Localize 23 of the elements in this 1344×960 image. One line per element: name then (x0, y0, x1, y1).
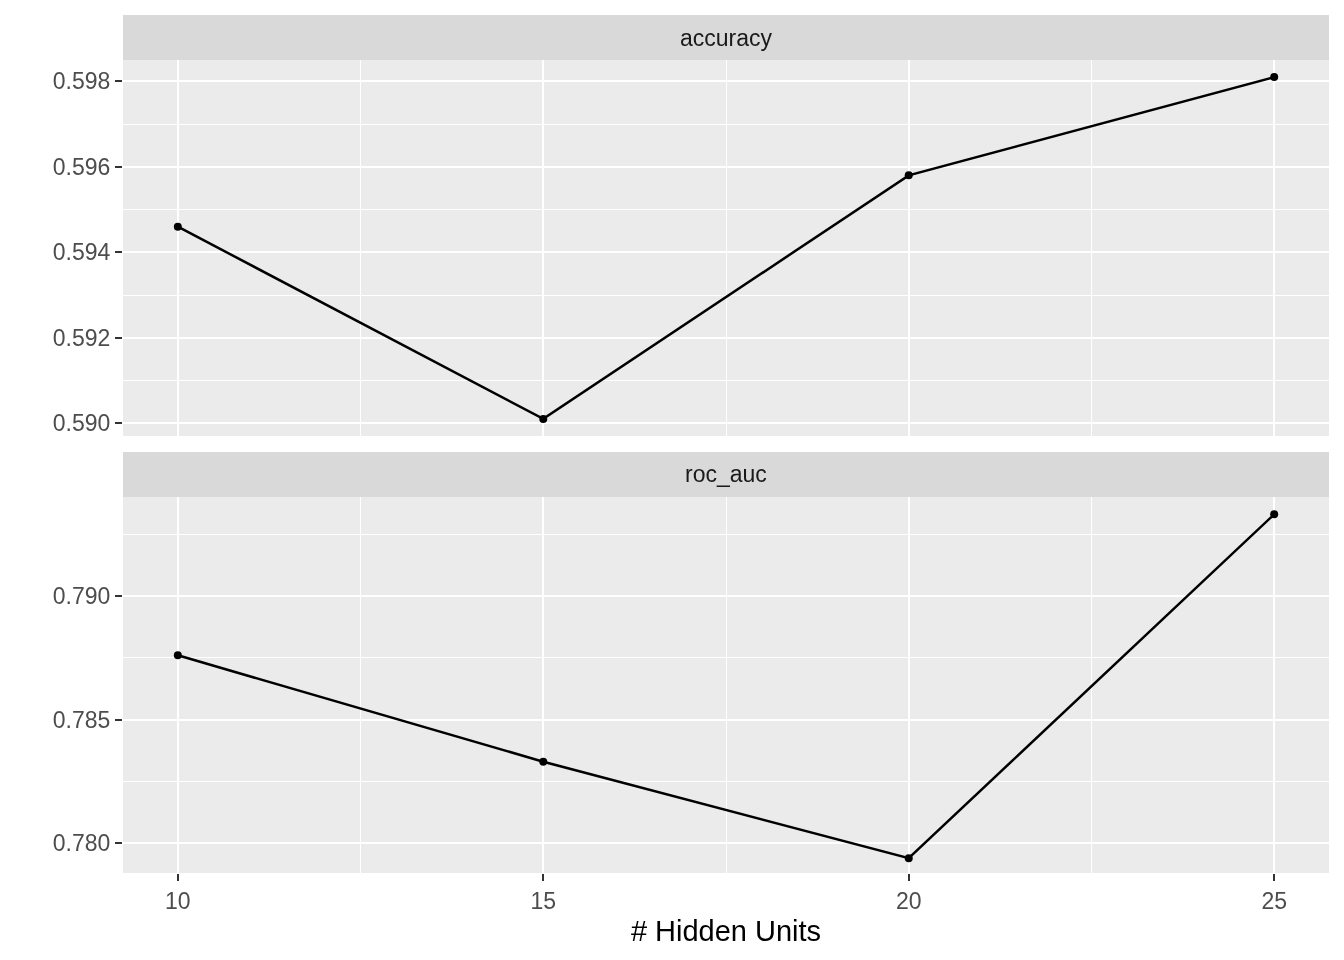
y-tick-label: 0.590 (52, 410, 111, 437)
chart-title: roc_auc (685, 461, 767, 487)
point (904, 854, 913, 863)
x-tick-label: 15 (530, 887, 557, 914)
point (539, 414, 548, 423)
point (1270, 73, 1279, 82)
x-tick-label: 10 (165, 887, 191, 914)
x-tick-label: 25 (1261, 887, 1287, 914)
point (173, 651, 182, 660)
x-tick-label: 20 (895, 887, 922, 914)
y-tick-label: 0.592 (52, 324, 111, 351)
y-tick-label: 0.790 (52, 583, 111, 609)
point (1270, 510, 1279, 519)
point (539, 757, 548, 766)
y-tick-label: 0.785 (52, 706, 111, 733)
y-tick-label: 0.780 (52, 830, 111, 857)
x-axis-title: # Hidden Units (630, 915, 822, 948)
point (904, 171, 913, 180)
y-tick-label: 0.596 (52, 153, 111, 180)
point (173, 222, 182, 231)
y-tick-label: 0.598 (52, 68, 111, 95)
y-tick-label: 0.594 (52, 239, 111, 266)
chart-title: accuracy (680, 25, 773, 51)
